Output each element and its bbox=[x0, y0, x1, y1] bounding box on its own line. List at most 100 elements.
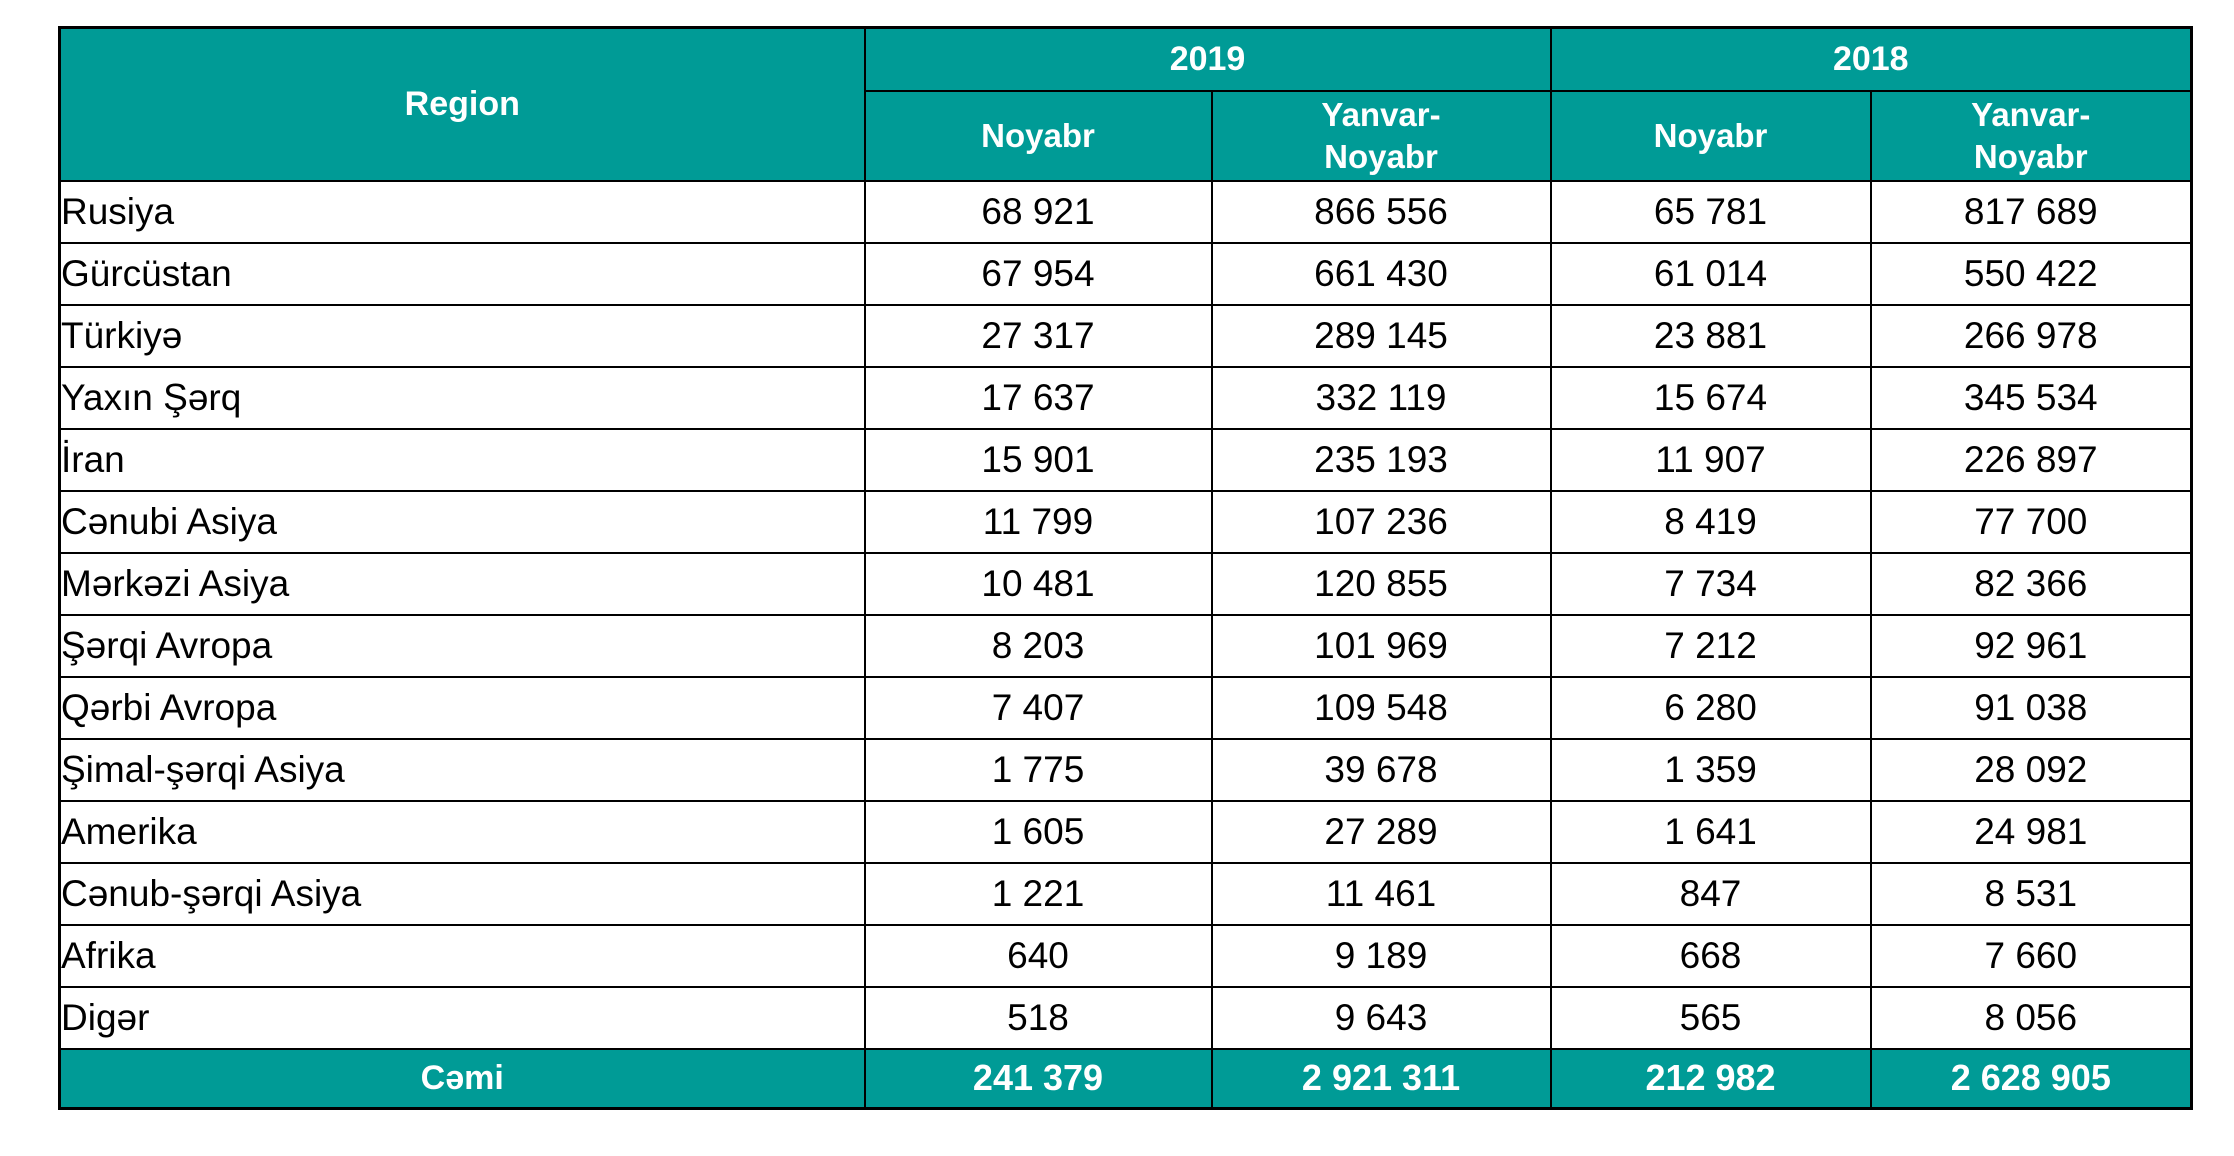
value-cell: 7 734 bbox=[1549, 551, 1872, 616]
value-cell: 27 317 bbox=[863, 303, 1213, 368]
value-cell: 668 bbox=[1549, 923, 1872, 988]
region-cell: Yaxın Şərq bbox=[58, 365, 866, 430]
total-value-cell: 2 628 905 bbox=[1869, 1047, 2193, 1110]
value-cell: 11 799 bbox=[863, 489, 1213, 554]
value-cell: 67 954 bbox=[863, 241, 1213, 306]
value-cell: 101 969 bbox=[1210, 613, 1552, 678]
value-cell: 1 605 bbox=[863, 799, 1213, 864]
value-cell: 6 280 bbox=[1549, 675, 1872, 740]
value-cell: 1 641 bbox=[1549, 799, 1872, 864]
value-cell: 8 419 bbox=[1549, 489, 1872, 554]
region-column-header: Region bbox=[58, 26, 866, 182]
value-cell: 332 119 bbox=[1210, 365, 1552, 430]
table-row: Cənubi Asiya 11 799 107 236 8 419 77 700 bbox=[58, 489, 2193, 554]
value-cell: 11 461 bbox=[1210, 861, 1552, 926]
region-cell: Qərbi Avropa bbox=[58, 675, 866, 740]
value-cell: 15 674 bbox=[1549, 365, 1872, 430]
value-cell: 109 548 bbox=[1210, 675, 1552, 740]
region-cell: Şərqi Avropa bbox=[58, 613, 866, 678]
value-cell: 61 014 bbox=[1549, 241, 1872, 306]
value-cell: 661 430 bbox=[1210, 241, 1552, 306]
table-row: Türkiyə 27 317 289 145 23 881 266 978 bbox=[58, 303, 2193, 368]
region-cell: Türkiyə bbox=[58, 303, 866, 368]
year-header-2018: 2018 bbox=[1549, 26, 2193, 92]
month-header-row: Noyabr Yanvar- Noyabr Noyabr Yanvar- Noy… bbox=[60, 89, 2193, 182]
value-cell: 17 637 bbox=[863, 365, 1213, 430]
value-cell: 39 678 bbox=[1210, 737, 1552, 802]
value-cell: 7 660 bbox=[1869, 923, 2193, 988]
value-cell: 817 689 bbox=[1869, 179, 2193, 244]
region-cell: Digər bbox=[58, 985, 866, 1050]
value-cell: 27 289 bbox=[1210, 799, 1552, 864]
region-cell: Cənubi Asiya bbox=[58, 489, 866, 554]
value-cell: 7 407 bbox=[863, 675, 1213, 740]
total-value-cell: 241 379 bbox=[863, 1047, 1213, 1110]
value-cell: 1 775 bbox=[863, 737, 1213, 802]
value-cell: 65 781 bbox=[1549, 179, 1872, 244]
total-label-cell: Cəmi bbox=[58, 1047, 866, 1110]
region-cell: Şimal-şərqi Asiya bbox=[58, 737, 866, 802]
value-cell: 82 366 bbox=[1869, 551, 2193, 616]
value-cell: 266 978 bbox=[1869, 303, 2193, 368]
value-cell: 235 193 bbox=[1210, 427, 1552, 492]
value-cell: 1 221 bbox=[863, 861, 1213, 926]
total-row: Cəmi 241 379 2 921 311 212 982 2 628 905 bbox=[58, 1047, 2193, 1110]
value-cell: 550 422 bbox=[1869, 241, 2193, 306]
col-header-2018-noyabr: Noyabr bbox=[1549, 89, 1872, 182]
value-cell: 23 881 bbox=[1549, 303, 1872, 368]
value-cell: 15 901 bbox=[863, 427, 1213, 492]
col-header-2018-yanvar-noyabr: Yanvar- Noyabr bbox=[1869, 89, 2193, 182]
value-cell: 68 921 bbox=[863, 179, 1213, 244]
value-cell: 518 bbox=[863, 985, 1213, 1050]
value-cell: 28 092 bbox=[1869, 737, 2193, 802]
value-cell: 107 236 bbox=[1210, 489, 1552, 554]
value-cell: 565 bbox=[1549, 985, 1872, 1050]
table-row: Rusiya 68 921 866 556 65 781 817 689 bbox=[58, 179, 2193, 244]
region-cell: Cənub-şərqi Asiya bbox=[58, 861, 866, 926]
region-cell: Amerika bbox=[58, 799, 866, 864]
table-row: Afrika 640 9 189 668 7 660 bbox=[58, 923, 2193, 988]
table-row: Amerika 1 605 27 289 1 641 24 981 bbox=[58, 799, 2193, 864]
total-value-cell: 212 982 bbox=[1549, 1047, 1872, 1110]
total-value-cell: 2 921 311 bbox=[1210, 1047, 1552, 1110]
region-cell: Gürcüstan bbox=[58, 241, 866, 306]
value-cell: 77 700 bbox=[1869, 489, 2193, 554]
value-cell: 345 534 bbox=[1869, 365, 2193, 430]
value-cell: 847 bbox=[1549, 861, 1872, 926]
table-row: Mərkəzi Asiya 10 481 120 855 7 734 82 36… bbox=[58, 551, 2193, 616]
value-cell: 92 961 bbox=[1869, 613, 2193, 678]
region-cell: Rusiya bbox=[58, 179, 866, 244]
table-row: Şərqi Avropa 8 203 101 969 7 212 92 961 bbox=[58, 613, 2193, 678]
table-row: Yaxın Şərq 17 637 332 119 15 674 345 534 bbox=[58, 365, 2193, 430]
value-cell: 8 203 bbox=[863, 613, 1213, 678]
region-cell: Mərkəzi Asiya bbox=[58, 551, 866, 616]
value-cell: 24 981 bbox=[1869, 799, 2193, 864]
region-cell: Afrika bbox=[58, 923, 866, 988]
region-cell: İran bbox=[58, 427, 866, 492]
value-cell: 10 481 bbox=[863, 551, 1213, 616]
value-cell: 8 531 bbox=[1869, 861, 2193, 926]
table-row: İran 15 901 235 193 11 907 226 897 bbox=[58, 427, 2193, 492]
value-cell: 640 bbox=[863, 923, 1213, 988]
value-cell: 226 897 bbox=[1869, 427, 2193, 492]
value-cell: 289 145 bbox=[1210, 303, 1552, 368]
col-header-2019-noyabr: Noyabr bbox=[863, 89, 1213, 182]
value-cell: 1 359 bbox=[1549, 737, 1872, 802]
value-cell: 7 212 bbox=[1549, 613, 1872, 678]
table-row: Şimal-şərqi Asiya 1 775 39 678 1 359 28 … bbox=[58, 737, 2193, 802]
value-cell: 866 556 bbox=[1210, 179, 1552, 244]
table-row: Digər 518 9 643 565 8 056 bbox=[58, 985, 2193, 1050]
year-header-row: Region 2019 2018 bbox=[58, 26, 2193, 182]
value-cell: 9 189 bbox=[1210, 923, 1552, 988]
year-header-2019: 2019 bbox=[863, 26, 1552, 92]
value-cell: 120 855 bbox=[1210, 551, 1552, 616]
table-row: Qərbi Avropa 7 407 109 548 6 280 91 038 bbox=[58, 675, 2193, 740]
value-cell: 91 038 bbox=[1869, 675, 2193, 740]
value-cell: 9 643 bbox=[1210, 985, 1552, 1050]
table-row: Gürcüstan 67 954 661 430 61 014 550 422 bbox=[58, 241, 2193, 306]
value-cell: 11 907 bbox=[1549, 427, 1872, 492]
tourism-stats-table: Region 2019 2018 Noyabr Yanvar- Noyabr N… bbox=[58, 26, 2194, 1110]
value-cell: 8 056 bbox=[1869, 985, 2193, 1050]
table-row: Cənub-şərqi Asiya 1 221 11 461 847 8 531 bbox=[58, 861, 2193, 926]
